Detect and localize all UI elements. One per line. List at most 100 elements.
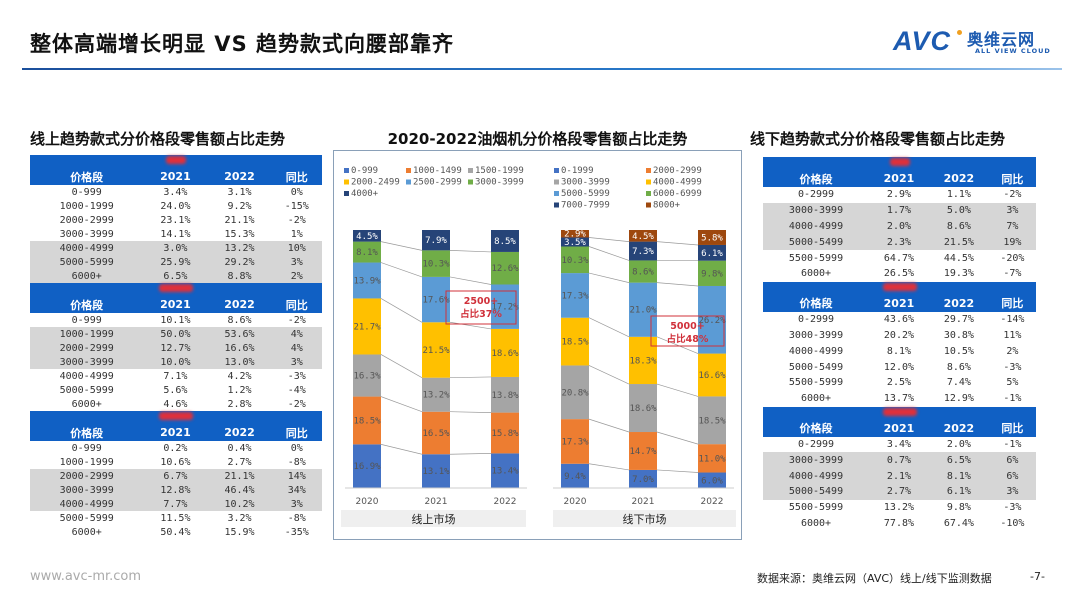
- value-2021: 50.0%: [143, 327, 208, 341]
- bar-segment: [561, 237, 589, 247]
- data-label: 26.2%: [698, 316, 726, 326]
- price-range: 0-999: [71, 442, 102, 454]
- value-2021: 77.8%: [883, 517, 915, 529]
- connector-line: [449, 411, 492, 413]
- value-2021: 2.0%: [869, 218, 929, 235]
- table-row: 0-2999 3.4% 2.0% -1%: [763, 437, 1036, 453]
- redacted-section-label: [889, 158, 910, 166]
- bar-segment: [491, 251, 519, 285]
- data-label: 16.5%: [422, 429, 450, 439]
- data-label: 13.8%: [491, 391, 519, 401]
- data-label: 14.7%: [629, 447, 657, 457]
- value-2021: 2.5%: [886, 377, 912, 389]
- yoy-change: 3%: [988, 483, 1036, 500]
- price-range: 0-2999: [797, 189, 835, 201]
- connector-line: [588, 463, 630, 471]
- column-header: 价格段: [30, 424, 144, 441]
- bar-segment: [629, 260, 657, 283]
- yoy-change: -8%: [287, 456, 306, 468]
- connector-line: [656, 431, 699, 445]
- column-header-row: 价格段 2021 2022 同比: [30, 296, 322, 313]
- value-2022: 9.2%: [227, 200, 252, 212]
- value-2022: 2.0%: [946, 438, 971, 450]
- data-label: 9.4%: [564, 472, 586, 482]
- table-row: 0-999 10.1% 8.6% -2%: [30, 313, 322, 327]
- value-2021: 2.7%: [869, 483, 929, 500]
- table-row: 6000+ 77.8% 67.4% -10%: [763, 516, 1036, 532]
- table-row: 5000-5499 2.7% 6.1% 3%: [763, 483, 1036, 500]
- price-range: 5000-5499: [788, 361, 844, 373]
- price-range: 6000+: [71, 398, 102, 410]
- bar-segment: [698, 260, 726, 286]
- annotation-text: 占比48%: [667, 333, 709, 345]
- price-range: 1000-1999: [59, 200, 114, 212]
- value-2021: 26.5%: [883, 268, 915, 280]
- legend-label: 4000+: [351, 189, 379, 199]
- bar-segment: [422, 411, 450, 455]
- price-range: 2000-2999: [30, 469, 144, 483]
- price-range: 3000-3999: [763, 452, 870, 469]
- chart-title: 2020-2022油烟机分价格段零售额占比走势: [387, 130, 688, 148]
- price-range: 4000-4999: [763, 468, 870, 484]
- bar-segment: [353, 444, 381, 488]
- yoy-change: 1%: [290, 228, 303, 240]
- value-2022: 6.1%: [928, 483, 989, 500]
- data-label: 6.1%: [701, 249, 723, 259]
- annotation-box: [445, 290, 517, 325]
- price-range: 2000-2999: [59, 214, 114, 226]
- legend-swatch: [646, 202, 651, 208]
- section-label-row: [30, 411, 322, 424]
- yoy-change: 10%: [271, 241, 322, 255]
- value-2022: 21.1%: [224, 214, 255, 226]
- yoy-change: -1%: [1003, 393, 1022, 405]
- table-row: 3000-3999 12.8% 46.4% 34%: [30, 483, 322, 497]
- legend-swatch: [646, 168, 651, 173]
- page-number: -7-: [1030, 570, 1045, 583]
- bar-segment: [422, 230, 450, 251]
- data-source-note: 数据来源：奥维云网（AVC）线上/线下监测数据: [757, 572, 992, 585]
- x-tick-label: 2022: [701, 497, 724, 507]
- legend-label: 1500-1999: [475, 166, 524, 176]
- column-header-row: 价格段 2021 2022 同比: [30, 168, 322, 185]
- bar-segment: [698, 353, 726, 397]
- column-header: 价格段: [30, 296, 144, 313]
- connector-line: [380, 241, 423, 251]
- bar-segment: [561, 273, 589, 318]
- price-range: 5000-5999: [30, 255, 144, 269]
- bar-segment: [698, 396, 726, 445]
- annotation-text: 5000+: [670, 321, 704, 332]
- column-header-row: 价格段 2021 2022 同比: [763, 170, 1036, 187]
- value-2022: 8.6%: [928, 218, 989, 235]
- redacted-section-label: [166, 156, 186, 164]
- price-range: 4000-4999: [59, 370, 114, 382]
- section-label-row: [763, 157, 1036, 170]
- data-label: 17.3%: [561, 291, 589, 301]
- bar-segment: [561, 419, 589, 464]
- value-2022: 10.5%: [943, 345, 974, 357]
- data-label: 17.3%: [561, 437, 589, 447]
- value-2022: 15.3%: [224, 228, 255, 240]
- value-2021: 1.7%: [869, 202, 929, 219]
- column-header: 同比: [988, 419, 1036, 437]
- legend-label: 0-999: [351, 166, 378, 176]
- table-row: 6000+ 6.5% 8.8% 2%: [30, 269, 322, 283]
- table-row: 2000-2999 12.7% 16.6% 4%: [30, 341, 322, 355]
- x-tick-label: 2021: [425, 497, 448, 507]
- bar-segment: [629, 336, 657, 385]
- price-range: 6000+: [800, 268, 832, 280]
- data-label: 4.5%: [632, 232, 654, 242]
- redacted-section-label: [159, 412, 193, 420]
- market-label-band: [341, 510, 526, 527]
- table-row: 3000-3999 20.2% 30.8% 11%: [763, 328, 1036, 344]
- bar-segment: [353, 241, 381, 263]
- value-2022: 13.2%: [207, 241, 272, 255]
- bar-segment: [629, 432, 657, 470]
- data-label: 16.3%: [353, 372, 381, 382]
- section-label-row: [763, 281, 1036, 295]
- table-row: 5500-5999 64.7% 44.5% -20%: [763, 250, 1036, 266]
- price-range: 4000-4999: [788, 345, 844, 357]
- value-2022: 21.1%: [207, 469, 272, 483]
- offline-price-table: 价格段 2021 2022 同比 0-2999 2.9% 1.1% -2% 3000-3999 1…: [763, 157, 1036, 531]
- yoy-change: 3%: [271, 255, 322, 269]
- yoy-change: 7%: [988, 218, 1036, 235]
